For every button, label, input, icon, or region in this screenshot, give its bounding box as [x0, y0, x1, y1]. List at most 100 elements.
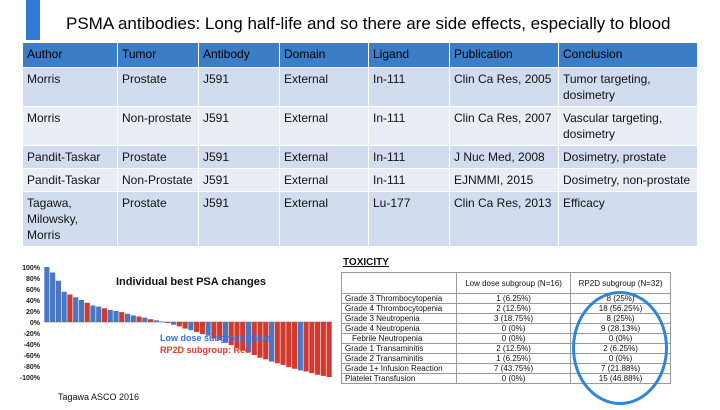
cell-ligand: Lu-177 — [368, 191, 450, 247]
cell-conclusion: Efficacy — [558, 191, 698, 247]
toxicity-low-dose: 0 (0%) — [456, 323, 572, 334]
legend-low-dose: Low dose subgroup: Blue — [160, 333, 271, 343]
toxicity-low-dose: 1 (6.25%) — [456, 353, 572, 364]
psa-bar — [245, 322, 252, 353]
psa-bar — [107, 309, 113, 322]
psa-bar — [326, 322, 332, 377]
chart-title: Individual best PSA changes — [116, 276, 266, 288]
y-tick-label: -100% — [20, 375, 41, 382]
cell-conclusion: Dosimetry, non-prostate — [558, 168, 698, 192]
psa-bar — [217, 322, 223, 341]
cell-tumor: Non-Prostate — [117, 168, 199, 192]
cell-domain: External — [279, 145, 369, 169]
toxicity-low-dose: 0 (0%) — [456, 333, 572, 344]
psa-bar — [171, 322, 177, 325]
psa-bar — [153, 320, 159, 322]
psa-bar — [101, 308, 108, 322]
cell-publication: Clin Ca Res, 2013 — [449, 191, 559, 247]
toxicity-event: Grade 4 Thrombocytopenia — [340, 303, 458, 314]
psa-bar — [274, 322, 280, 364]
psa-bar — [61, 291, 67, 322]
y-tick-label: -80% — [24, 364, 41, 371]
psa-bar — [142, 317, 148, 322]
psa-bar — [182, 322, 188, 329]
cell-domain: External — [279, 67, 369, 107]
toxicity-title: TOXICITY — [343, 257, 389, 268]
toxicity-low-dose: 3 (18.75%) — [456, 313, 572, 324]
cell-author: Pandit-Taskar — [22, 145, 118, 169]
psa-bar — [320, 322, 326, 376]
psa-bar — [199, 322, 205, 335]
psa-bar — [211, 322, 217, 339]
highlight-circle — [572, 291, 668, 405]
cell-conclusion: Tumor targeting, dosimetry — [558, 67, 698, 107]
psa-bar — [176, 322, 182, 327]
header-ligand: Ligand — [368, 42, 450, 68]
cell-tumor: Prostate — [117, 67, 199, 107]
toxicity-event: Febrile Neutropenia — [340, 333, 458, 344]
header-author: Author — [22, 42, 118, 68]
y-tick-label: -40% — [24, 342, 41, 349]
psa-bar — [251, 322, 257, 355]
cell-ligand: In-111 — [368, 145, 450, 169]
toxicity-header-low-dose: Low dose subgroup (N=16) — [456, 272, 572, 294]
cell-domain: External — [279, 106, 369, 146]
table-header-row: Author Tumor Antibody Domain Ligand Publ… — [22, 42, 698, 68]
psa-bar — [303, 322, 309, 372]
y-tick-label: 80% — [26, 276, 41, 283]
psa-bar — [268, 322, 275, 362]
cell-antibody: J591 — [198, 67, 280, 107]
psa-bar — [315, 322, 321, 375]
accent-bar — [26, 0, 40, 40]
toxicity-event: Grade 3 Neutropenia — [340, 313, 458, 324]
psa-bar — [205, 322, 211, 336]
cell-publication: Clin Ca Res, 2007 — [449, 106, 559, 146]
psa-bar — [90, 305, 96, 322]
cell-author: Pandit-Taskar — [22, 168, 118, 192]
toxicity-event: Platelet Transfusion — [340, 373, 458, 384]
cell-ligand: In-111 — [368, 168, 450, 192]
y-tick-label: 60% — [26, 287, 41, 294]
header-domain: Domain — [279, 42, 369, 68]
cell-tumor: Prostate — [117, 145, 199, 169]
toxicity-low-dose: 1 (6.25%) — [456, 293, 572, 304]
y-tick-label: -60% — [24, 353, 41, 360]
psa-bar — [136, 316, 142, 322]
cell-ligand: In-111 — [368, 106, 450, 146]
psa-bar — [165, 322, 171, 324]
psa-bar — [234, 322, 240, 349]
toxicity-event: Grade 2 Transaminitis — [340, 353, 458, 364]
psa-bar — [222, 322, 229, 343]
psa-bar — [113, 311, 119, 322]
toxicity-event: Grade 1 Transaminitis — [340, 343, 458, 354]
toxicity-low-dose: 2 (12.5%) — [456, 303, 572, 314]
psa-bar — [147, 319, 154, 322]
chart-source: Tagawa ASCO 2016 — [58, 392, 139, 402]
cell-tumor: Non-prostate — [117, 106, 199, 146]
y-tick-label: 20% — [26, 309, 41, 316]
header-tumor: Tumor — [117, 42, 199, 68]
toxicity-low-dose: 0 (0%) — [456, 373, 572, 384]
cell-author: Morris — [22, 67, 118, 107]
psa-bar — [280, 322, 286, 365]
psa-bar — [188, 322, 194, 331]
psa-bar — [44, 267, 50, 322]
y-tick-label: 40% — [26, 298, 41, 305]
psa-bar — [50, 272, 56, 322]
psa-bar — [297, 322, 303, 371]
y-tick-label: -20% — [24, 331, 41, 338]
psa-bar — [78, 300, 85, 322]
psa-bar — [291, 322, 298, 369]
psa-bar — [240, 322, 246, 351]
psa-bar — [228, 322, 234, 346]
cell-publication: EJNMMI, 2015 — [449, 168, 559, 192]
cell-domain: External — [279, 191, 369, 247]
table-row: Morris Prostate J591 External In-111 Cli… — [22, 67, 698, 107]
psa-bar — [67, 294, 73, 322]
psa-bar — [309, 322, 315, 374]
toxicity-event: Grade 3 Thrombocytopenia — [340, 293, 458, 304]
antibody-table: Author Tumor Antibody Domain Ligand Publ… — [22, 42, 698, 247]
cell-author: Tagawa, Milowsky, Morris — [22, 191, 118, 247]
y-tick-label: 0% — [30, 320, 41, 327]
psa-bar — [119, 312, 125, 322]
